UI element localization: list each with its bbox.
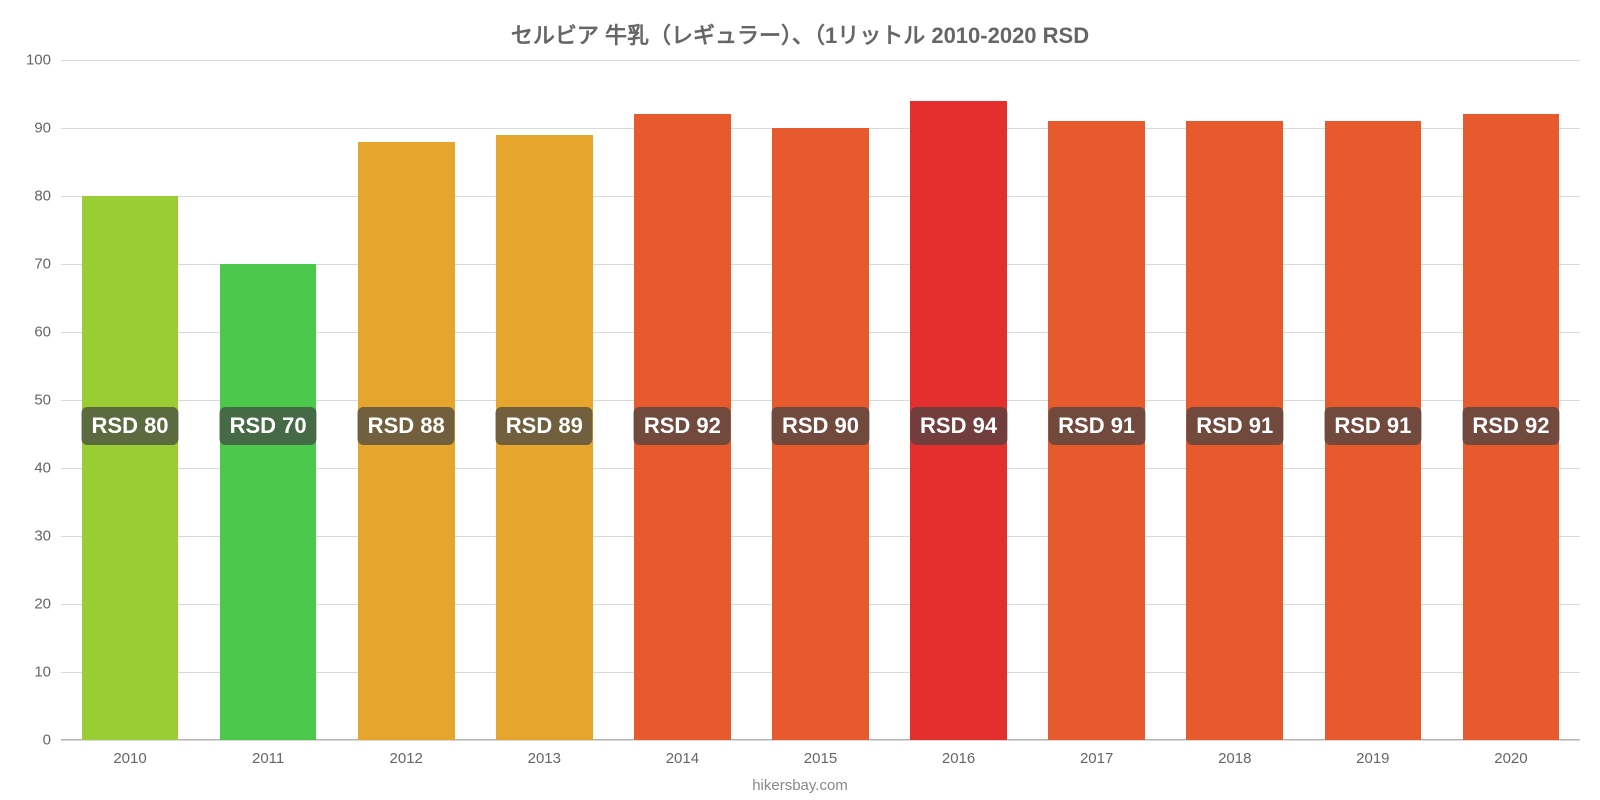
bar-slot: RSD 882012	[337, 60, 475, 740]
y-tick-label: 80	[34, 188, 61, 205]
bar-value-label: RSD 89	[496, 407, 593, 445]
bar-value-label: RSD 92	[1462, 407, 1559, 445]
x-tick-label: 2020	[1494, 740, 1527, 767]
bar	[220, 264, 317, 740]
y-tick-label: 50	[34, 392, 61, 409]
y-tick-label: 0	[43, 732, 61, 749]
bar-slot: RSD 922014	[613, 60, 751, 740]
bars-container: RSD 802010RSD 702011RSD 882012RSD 892013…	[61, 60, 1580, 740]
bar-value-label: RSD 88	[358, 407, 455, 445]
bar-value-label: RSD 91	[1186, 407, 1283, 445]
bar-slot: RSD 702011	[199, 60, 337, 740]
bar-slot: RSD 892013	[475, 60, 613, 740]
y-tick-label: 100	[26, 52, 61, 69]
chart-title: セルビア 牛乳（レギュラー）、（1リットル 2010-2020 RSD	[0, 0, 1600, 58]
y-tick-label: 10	[34, 664, 61, 681]
x-tick-label: 2017	[1080, 740, 1113, 767]
bar-slot: RSD 912017	[1028, 60, 1166, 740]
bar-slot: RSD 912018	[1166, 60, 1304, 740]
y-tick-label: 20	[34, 596, 61, 613]
x-tick-label: 2019	[1356, 740, 1389, 767]
bar-value-label: RSD 70	[220, 407, 317, 445]
bar-slot: RSD 922020	[1442, 60, 1580, 740]
plot-region: RSD 802010RSD 702011RSD 882012RSD 892013…	[60, 60, 1580, 740]
y-tick-label: 90	[34, 120, 61, 137]
x-tick-label: 2015	[804, 740, 837, 767]
bar-value-label: RSD 80	[82, 407, 179, 445]
x-tick-label: 2012	[390, 740, 423, 767]
bar	[82, 196, 179, 740]
x-tick-label: 2016	[942, 740, 975, 767]
bar-value-label: RSD 91	[1048, 407, 1145, 445]
bar-slot: RSD 902015	[751, 60, 889, 740]
chart-plot-area: RSD 802010RSD 702011RSD 882012RSD 892013…	[60, 60, 1580, 740]
y-tick-label: 40	[34, 460, 61, 477]
x-tick-label: 2011	[252, 740, 284, 767]
y-tick-label: 60	[34, 324, 61, 341]
x-tick-label: 2013	[528, 740, 561, 767]
x-tick-label: 2010	[113, 740, 146, 767]
source-label: hikersbay.com	[0, 777, 1600, 794]
bar-value-label: RSD 92	[634, 407, 731, 445]
bar-slot: RSD 802010	[61, 60, 199, 740]
bar-slot: RSD 942016	[890, 60, 1028, 740]
bar-value-label: RSD 94	[910, 407, 1007, 445]
x-tick-label: 2014	[666, 740, 699, 767]
y-tick-label: 30	[34, 528, 61, 545]
y-tick-label: 70	[34, 256, 61, 273]
bar-value-label: RSD 91	[1324, 407, 1421, 445]
bar-slot: RSD 912019	[1304, 60, 1442, 740]
bar-value-label: RSD 90	[772, 407, 869, 445]
x-tick-label: 2018	[1218, 740, 1251, 767]
